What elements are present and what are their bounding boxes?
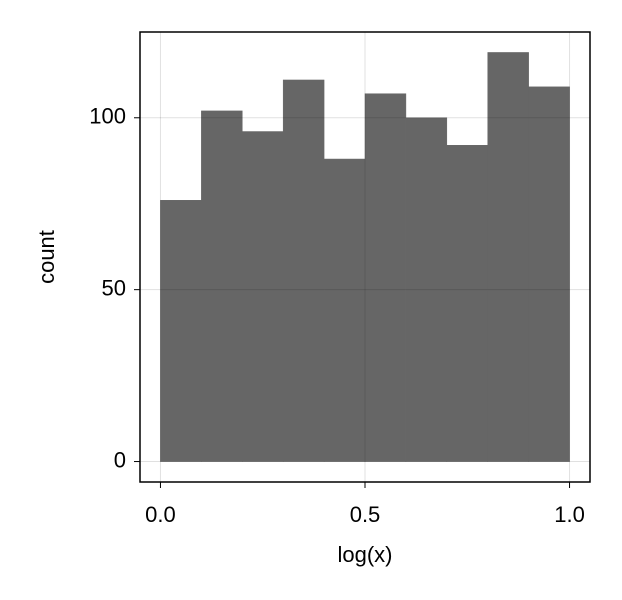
bar	[201, 110, 243, 462]
bar	[160, 200, 202, 462]
bar	[487, 52, 529, 462]
y-axis-label: count	[34, 230, 59, 284]
y-tick-label: 0	[114, 447, 126, 472]
bar	[323, 158, 366, 462]
y-tick-label: 100	[89, 104, 126, 129]
x-tick-label: 0.5	[350, 502, 381, 527]
bar	[364, 93, 407, 462]
bar	[528, 86, 570, 462]
bar	[242, 131, 284, 462]
bar	[282, 79, 325, 462]
bar	[446, 145, 488, 462]
bar	[405, 117, 448, 462]
x-axis-label: log(x)	[337, 542, 392, 567]
plot-frame	[139, 31, 591, 483]
x-tick-label: 1.0	[554, 502, 585, 527]
x-tick-label: 0.0	[145, 502, 176, 527]
y-tick-label: 50	[102, 275, 126, 300]
